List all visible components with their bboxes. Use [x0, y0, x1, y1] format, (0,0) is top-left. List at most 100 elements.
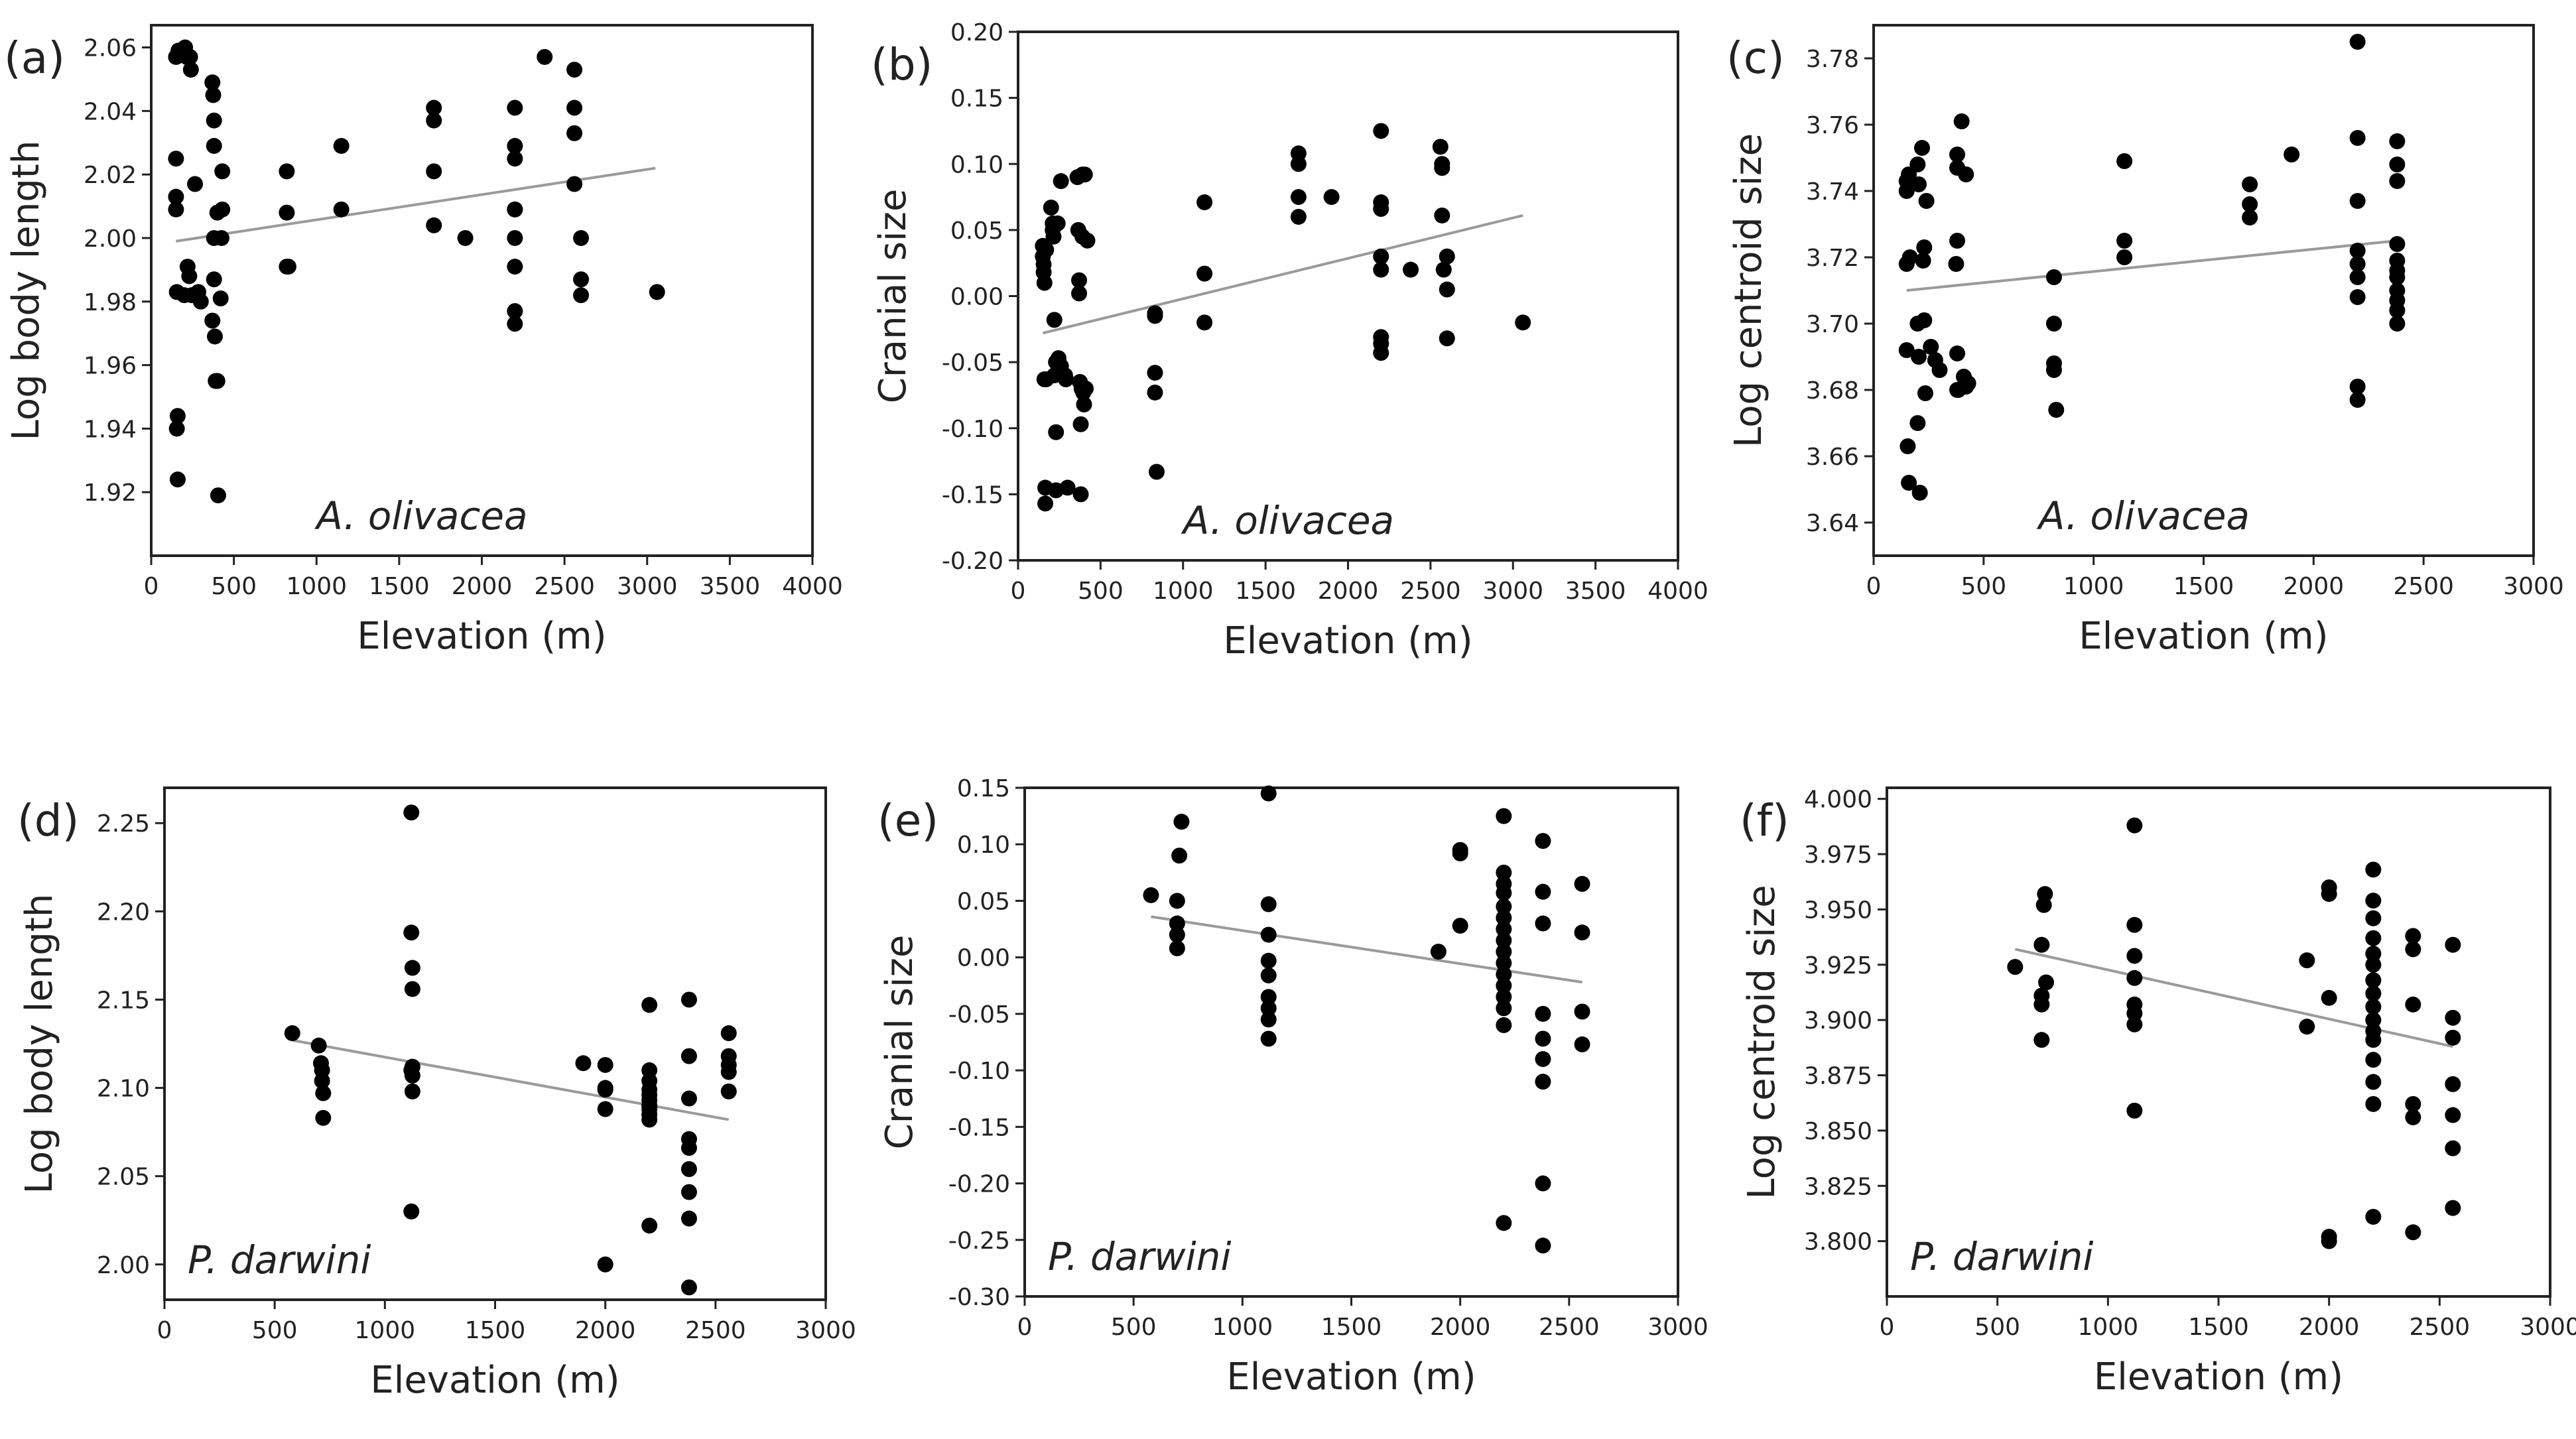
- data-point: [2126, 970, 2143, 986]
- data-point: [1439, 248, 1455, 265]
- y-axis-title: Log centroid size: [1740, 885, 1783, 1199]
- y-tick-label: 0.20: [950, 19, 1003, 46]
- data-point: [206, 328, 223, 345]
- data-point: [2405, 1224, 2421, 1241]
- data-point: [2242, 176, 2258, 192]
- x-tick-label: 0: [1017, 1314, 1033, 1341]
- x-tick-label: 1500: [1235, 578, 1296, 605]
- x-axis-title: Elevation (m): [2094, 1355, 2343, 1399]
- y-tick-label: -0.10: [942, 416, 1003, 443]
- data-point: [192, 293, 209, 310]
- data-point: [2045, 362, 2062, 378]
- data-point: [1076, 396, 1092, 412]
- y-tick-label: 0.15: [950, 86, 1003, 113]
- data-point: [1923, 339, 1939, 355]
- data-point: [1898, 183, 1915, 199]
- data-point: [1949, 345, 1966, 361]
- x-tick-label: 500: [252, 1317, 298, 1344]
- data-point: [206, 138, 222, 155]
- data-point: [426, 112, 442, 129]
- y-axis-title: Cranial size: [871, 189, 915, 404]
- data-point: [1169, 915, 1185, 932]
- data-point: [2405, 1095, 2421, 1112]
- data-point: [426, 163, 442, 180]
- data-point: [507, 201, 523, 218]
- data-point: [2389, 269, 2406, 285]
- data-point: [168, 151, 184, 167]
- x-axis-title: Elevation (m): [357, 615, 606, 658]
- data-point: [1434, 160, 1450, 176]
- panel-label: (c): [1726, 32, 1785, 84]
- data-point: [204, 74, 221, 91]
- data-point: [1196, 314, 1213, 331]
- data-point: [2321, 1233, 2337, 1249]
- data-point: [1496, 1215, 1512, 1231]
- data-point: [1515, 314, 1531, 331]
- data-point: [333, 201, 350, 218]
- data-point: [1439, 281, 1455, 298]
- data-point: [680, 1210, 697, 1227]
- x-tick-label: 2000: [2299, 1314, 2360, 1341]
- data-point: [457, 229, 474, 246]
- data-point: [573, 229, 590, 246]
- data-point: [1909, 156, 1926, 172]
- data-point: [1909, 415, 1926, 431]
- panel-label: (d): [17, 795, 79, 846]
- y-tick-label: 3.800: [1804, 1229, 1872, 1256]
- data-point: [187, 176, 204, 192]
- data-point: [1196, 194, 1213, 211]
- data-point: [214, 201, 231, 218]
- y-tick-label: 3.925: [1804, 952, 1872, 979]
- data-point: [2349, 269, 2366, 285]
- x-tick-label: 3000: [1482, 578, 1543, 605]
- data-point: [1496, 921, 1512, 938]
- y-tick-label: -0.30: [948, 1284, 1010, 1311]
- y-tick-label: 3.72: [1806, 245, 1859, 272]
- data-point: [2445, 1009, 2461, 1026]
- data-point: [1535, 1051, 1551, 1068]
- data-point: [1953, 113, 1970, 129]
- data-point: [2126, 916, 2143, 933]
- data-point: [641, 997, 658, 1013]
- x-tick-label: 2500: [2393, 573, 2454, 600]
- x-tick-label: 1000: [2063, 573, 2124, 600]
- data-point: [2405, 928, 2421, 944]
- y-tick-label: 0.00: [957, 945, 1010, 972]
- trend-line: [292, 1038, 730, 1121]
- data-point: [2033, 996, 2050, 1013]
- data-point: [1496, 885, 1512, 901]
- data-point: [720, 1064, 737, 1080]
- data-point: [1043, 200, 1059, 216]
- data-point: [1260, 952, 1277, 969]
- data-point: [1574, 1003, 1590, 1020]
- data-point: [1077, 380, 1094, 397]
- data-point: [566, 176, 583, 192]
- data-point: [1059, 479, 1076, 496]
- y-tick-label: 2.20: [97, 899, 150, 926]
- data-point: [213, 229, 229, 246]
- data-point: [168, 201, 184, 218]
- species-label: P. darwini: [1910, 1234, 2094, 1279]
- data-point: [1535, 1237, 1551, 1254]
- data-point: [566, 99, 583, 116]
- y-tick-label: -0.05: [942, 349, 1003, 377]
- data-point: [2242, 196, 2258, 212]
- data-point: [1574, 875, 1590, 892]
- data-point: [2365, 930, 2382, 946]
- data-point: [310, 1037, 327, 1054]
- data-point: [2116, 153, 2133, 169]
- data-point: [1058, 371, 1074, 388]
- data-point: [2349, 34, 2366, 50]
- data-point: [1169, 926, 1185, 943]
- y-tick-label: -0.10: [948, 1058, 1010, 1085]
- x-tick-label: 2000: [1430, 1314, 1491, 1341]
- x-tick-label: 1500: [2188, 1314, 2249, 1341]
- data-point: [680, 1140, 697, 1157]
- x-tick-label: 2500: [534, 573, 595, 600]
- y-tick-label: 3.66: [1806, 444, 1859, 471]
- data-point: [1918, 193, 1935, 209]
- y-tick-label: -0.20: [942, 548, 1003, 575]
- data-point: [1958, 166, 1974, 182]
- x-tick-label: 2500: [2410, 1314, 2471, 1341]
- data-point: [1535, 915, 1551, 932]
